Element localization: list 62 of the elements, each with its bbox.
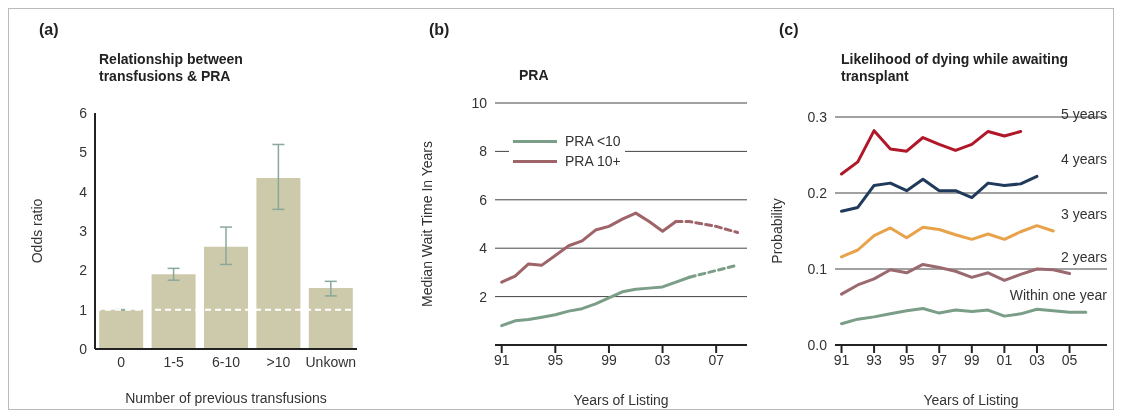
chart-title: PRA [519, 67, 550, 84]
x-tick-label: 07 [708, 351, 725, 368]
x-tick-label: >10 [266, 353, 291, 370]
series-label: Within one year [1009, 287, 1108, 304]
x-tick-label: 97 [931, 351, 948, 368]
x-tick-label: Unkown [305, 353, 357, 370]
y-tick-label: 0 [79, 340, 88, 357]
x-tick-label: 05 [1061, 351, 1078, 368]
x-tick-label: 91 [833, 351, 850, 368]
x-tick-label: 91 [493, 351, 510, 368]
y-axis-title: Odds ratio [28, 198, 45, 264]
x-tick-label: 93 [866, 351, 883, 368]
bar [99, 309, 144, 349]
y-tick-label: 10 [471, 94, 488, 111]
bar [256, 177, 301, 349]
x-tick-label: 03 [1029, 351, 1045, 368]
bar [203, 246, 248, 349]
y-tick-label: 3 [79, 222, 88, 239]
x-tick-label: 1-5 [163, 353, 184, 370]
line-series [840, 307, 1088, 326]
bar [151, 274, 196, 349]
x-tick-label: 6-10 [211, 353, 241, 370]
x-tick-label: 99 [964, 351, 980, 368]
y-tick-label: 2 [79, 262, 88, 279]
y-tick-label: 6 [479, 191, 488, 208]
y-tick-label: 4 [79, 183, 88, 200]
x-axis-title: Years of Listing [923, 392, 1019, 408]
legend-label: PRA <10 [564, 133, 621, 149]
text: 5 years [1061, 106, 1107, 123]
text: (c) [779, 21, 799, 39]
legend-label: PRA 10+ [564, 153, 621, 169]
chart-title: Relationship between transfusions & PRA [99, 51, 244, 85]
chart-title: Likelihood of dying while awaiting transplant [841, 51, 1070, 85]
x-tick-label: 95 [547, 351, 564, 368]
series-label: 2 years [1061, 248, 1107, 265]
bar [308, 288, 353, 349]
y-axis-title: Median Wait Time In Years [418, 140, 435, 308]
text: (b) [429, 21, 450, 39]
y-tick-label: 0.3 [807, 108, 828, 125]
x-axis-title: Number of previous transfusions [125, 390, 327, 406]
x-tick-label: 95 [898, 351, 915, 368]
y-tick-label: 4 [479, 240, 488, 257]
x-tick-label: 0 [117, 353, 126, 370]
x-tick-label: 99 [601, 351, 617, 368]
y-tick-label: 8 [479, 143, 488, 160]
text: (a) [39, 21, 59, 39]
x-tick-label: 01 [996, 351, 1013, 368]
y-tick-label: 0.2 [807, 184, 828, 201]
y-tick-label: 5 [79, 144, 88, 161]
y-axis-title: Probability [768, 198, 785, 264]
x-axis-title: Years of Listing [573, 392, 669, 408]
series-label: 4 years [1061, 151, 1107, 168]
line-series [840, 129, 1023, 176]
series-label: 3 years [1061, 206, 1107, 222]
y-tick-label: 1 [79, 301, 88, 318]
y-tick-label: 2 [479, 288, 488, 305]
line-series [840, 224, 1055, 259]
line-series [840, 174, 1039, 213]
y-tick-label: 6 [79, 104, 88, 121]
y-tick-label: 0.1 [807, 260, 828, 277]
x-tick-label: 03 [654, 351, 671, 368]
y-tick-label: 0.0 [807, 336, 828, 353]
